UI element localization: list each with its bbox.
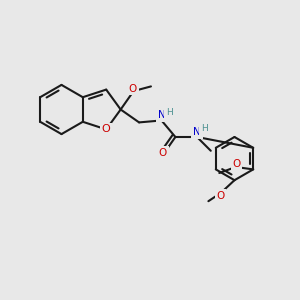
Text: H: H: [166, 107, 172, 116]
Text: O: O: [232, 159, 241, 169]
Text: N: N: [158, 110, 165, 120]
Text: H: H: [201, 124, 208, 133]
Text: O: O: [216, 191, 224, 201]
Text: O: O: [159, 148, 167, 158]
Text: O: O: [102, 124, 111, 134]
Text: O: O: [129, 84, 137, 94]
Text: N: N: [193, 127, 201, 137]
